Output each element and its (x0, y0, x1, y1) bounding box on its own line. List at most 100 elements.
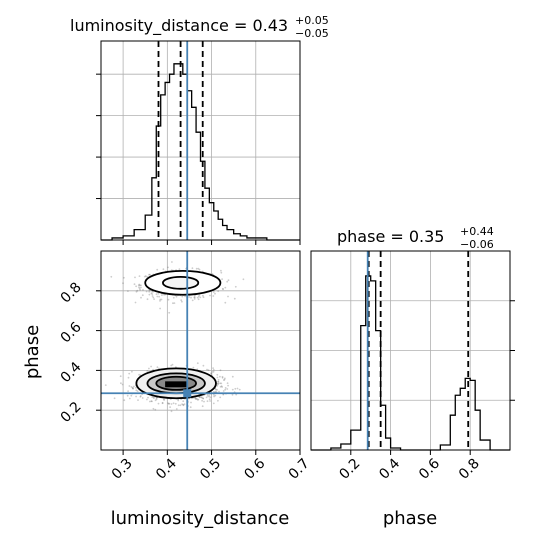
sample-point-mode-1 (221, 287, 224, 290)
sample-point-mode-2 (219, 369, 222, 372)
sample-point-mode-2 (202, 364, 205, 367)
sample-point-mode-1 (194, 294, 196, 297)
sample-point-mode-1 (135, 285, 138, 288)
sample-point-mode-1 (140, 296, 142, 299)
phase-hist-title-plus: +0.44 (460, 225, 494, 238)
sample-point-mode-2 (210, 373, 213, 375)
sample-point-mode-1 (160, 298, 163, 301)
sample-point-mode-2 (196, 399, 199, 401)
sample-point-mode-1 (148, 293, 151, 296)
sample-point-mode-1 (152, 291, 154, 293)
sample-point-mode-2 (224, 387, 227, 389)
sample-point-mode-1 (202, 296, 205, 299)
sample-point-mode-2 (171, 363, 174, 366)
joint-xtick-label: 0.6 (241, 456, 268, 483)
sample-point-mode-2 (208, 398, 211, 401)
sample-point-mode-2 (190, 401, 192, 404)
sample-point-mode-2 (222, 390, 225, 392)
sample-point-mode-2 (194, 397, 197, 400)
sample-point-mode-2 (231, 375, 234, 378)
sample-point-mode-2 (220, 382, 223, 385)
sample-point-mode-2 (163, 399, 166, 401)
ld-hist-title-minus: −0.05 (295, 27, 329, 40)
sample-point-mode-1 (127, 290, 129, 292)
sample-point-mode-2 (231, 393, 234, 396)
sample-point-mode-1 (220, 271, 223, 274)
joint-ytick-label: 0.2 (58, 399, 85, 426)
sample-point-mode-2 (219, 385, 222, 388)
sample-point-mode-1 (110, 275, 113, 278)
sample-point-mode-2 (201, 396, 203, 399)
sample-point-mode-2 (220, 385, 223, 387)
sample-point-mode-1 (140, 284, 142, 287)
sample-point-mode-2 (174, 402, 177, 405)
sample-point-mode-1 (220, 269, 222, 272)
sample-point-mode-1 (234, 285, 237, 288)
sample-point-mode-1 (188, 296, 191, 298)
sample-point-mode-1 (134, 301, 137, 304)
sample-point-mode-1 (137, 284, 140, 287)
sample-point-mode-2 (131, 370, 133, 373)
sample-point-mode-2 (212, 402, 215, 405)
sample-point-mode-2 (212, 369, 215, 371)
sample-point-mode-2 (177, 404, 180, 407)
sample-point-mode-2 (148, 367, 150, 370)
sample-point-mode-1 (143, 275, 146, 278)
sample-point-mode-2 (217, 380, 220, 383)
sample-point-mode-2 (170, 403, 173, 405)
joint-xtick-label: 0.5 (197, 456, 224, 483)
sample-point-mode-2 (152, 397, 155, 399)
sample-point-mode-2 (183, 403, 186, 405)
sample-point-mode-2 (128, 397, 131, 400)
sample-point-mode-2 (161, 402, 164, 405)
sample-point-mode-2 (214, 390, 217, 393)
sample-point-mode-1 (191, 267, 194, 270)
sample-point-mode-2 (139, 395, 142, 397)
sample-point-mode-1 (212, 291, 215, 293)
sample-point-mode-2 (202, 397, 205, 400)
sample-point-mode-1 (146, 298, 149, 301)
sample-point-mode-2 (135, 395, 138, 398)
sample-point-mode-1 (133, 283, 136, 286)
sample-point-mode-2 (127, 390, 129, 392)
phase-hist-title-minus: −0.06 (460, 238, 494, 251)
sample-point-mode-1 (140, 286, 142, 289)
sample-point-mode-2 (168, 402, 171, 405)
sample-point-mode-1 (197, 267, 200, 270)
sample-point-mode-1 (155, 293, 158, 296)
sample-point-mode-2 (169, 406, 172, 408)
phase-hist-xtick-label: 0.2 (336, 456, 363, 483)
sample-point-mode-2 (104, 384, 107, 386)
sample-point-mode-2 (182, 400, 185, 403)
sample-point-mode-1 (227, 279, 230, 282)
sample-point-mode-2 (214, 394, 217, 397)
sample-point-mode-2 (128, 372, 131, 375)
phase-hist-line (311, 275, 510, 451)
sample-point-mode-1 (141, 294, 144, 297)
sample-point-mode-2 (131, 386, 134, 389)
phase-histogram-panel: phase = 0.35 +0.44 −0.06 0.2 0.4 0.6 0.8 (310, 225, 515, 483)
contour-upper-inner (162, 275, 200, 290)
sample-point-mode-2 (151, 396, 154, 398)
sample-point-mode-2 (226, 388, 229, 390)
sample-point-mode-2 (200, 396, 203, 399)
sample-point-mode-2 (196, 362, 199, 365)
x-axis-label-luminosity-distance: luminosity_distance (111, 508, 290, 529)
sample-point-mode-2 (212, 367, 215, 369)
sample-point-mode-1 (181, 295, 184, 298)
sample-point-mode-1 (151, 295, 154, 297)
sample-point-mode-2 (218, 390, 220, 393)
sample-point-mode-1 (139, 284, 141, 287)
sample-point-mode-2 (209, 400, 212, 402)
sample-point-mode-2 (212, 393, 215, 396)
sample-point-mode-1 (226, 280, 229, 283)
sample-point-mode-2 (155, 397, 158, 399)
sample-point-mode-2 (194, 398, 197, 400)
y-axis-label-phase: phase (22, 325, 43, 379)
sample-point-mode-1 (144, 275, 147, 277)
sample-point-mode-1 (151, 293, 154, 295)
sample-point-mode-1 (157, 292, 160, 295)
sample-point-mode-1 (167, 298, 170, 301)
sample-point-mode-2 (203, 400, 205, 403)
sample-point-mode-2 (192, 366, 195, 369)
